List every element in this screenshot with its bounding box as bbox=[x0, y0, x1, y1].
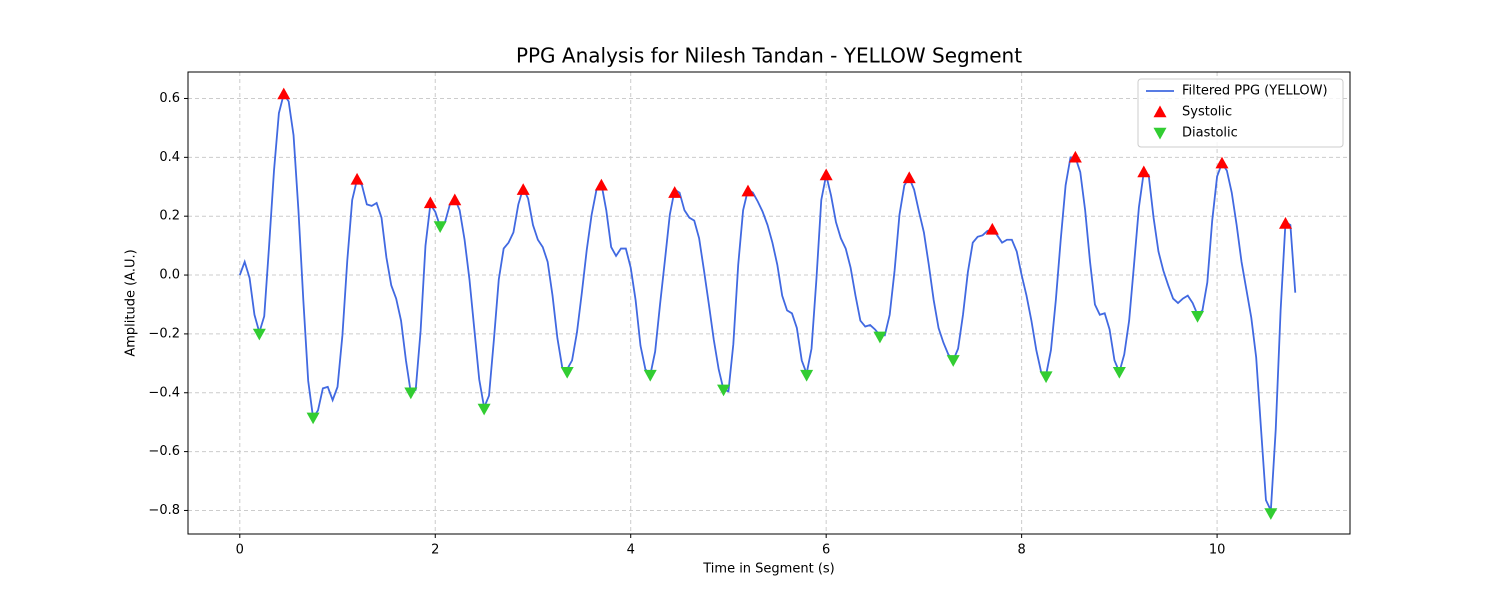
y-tick-label: 0.0 bbox=[159, 268, 180, 283]
systolic-marker bbox=[1278, 217, 1292, 229]
diastolic-marker bbox=[306, 412, 320, 425]
systolic-marker bbox=[448, 193, 462, 206]
systolic-marker bbox=[1137, 165, 1151, 178]
y-tick-label: −0.8 bbox=[148, 503, 180, 518]
y-tick-label: 0.6 bbox=[159, 91, 180, 106]
x-axis-label: Time in Segment (s) bbox=[702, 562, 834, 577]
x-tick-label: 4 bbox=[627, 543, 635, 558]
diastolic-marker bbox=[1191, 311, 1205, 323]
y-tick-label: 0.4 bbox=[159, 150, 180, 165]
systolic-marker bbox=[741, 184, 755, 197]
diastolic-marker bbox=[717, 384, 731, 397]
x-tick-label: 0 bbox=[236, 543, 244, 558]
legend-marker bbox=[1153, 105, 1167, 118]
systolic-marker bbox=[277, 87, 291, 100]
chart-title: PPG Analysis for Nilesh Tandan - YELLOW … bbox=[516, 44, 1022, 68]
y-tick-label: −0.6 bbox=[148, 444, 180, 459]
diastolic-marker bbox=[946, 355, 960, 367]
x-tick-label: 8 bbox=[1017, 543, 1025, 558]
systolic-marker bbox=[423, 196, 437, 209]
diastolic-marker bbox=[252, 328, 266, 341]
diastolic-marker bbox=[873, 331, 887, 344]
legend-label: Diastolic bbox=[1182, 126, 1238, 141]
legend-label: Filtered PPG (YELLOW) bbox=[1182, 84, 1328, 99]
x-tick-label: 2 bbox=[431, 543, 439, 558]
legend-label: Systolic bbox=[1182, 105, 1232, 120]
diastolic-marker bbox=[560, 366, 574, 379]
plot-frame bbox=[187, 71, 1351, 535]
y-tick-label: −0.2 bbox=[148, 326, 180, 341]
diastolic-marker bbox=[477, 403, 491, 416]
diastolic-marker bbox=[404, 387, 418, 400]
x-tick-label: 6 bbox=[822, 543, 830, 558]
x-tick-label: 10 bbox=[1209, 543, 1226, 558]
systolic-marker bbox=[516, 183, 530, 195]
systolic-marker bbox=[350, 172, 364, 185]
systolic-marker bbox=[985, 222, 999, 235]
diastolic-marker bbox=[800, 369, 814, 382]
diastolic-marker bbox=[1039, 371, 1053, 384]
diastolic-marker bbox=[433, 221, 447, 233]
systolic-marker bbox=[819, 168, 833, 181]
systolic-marker bbox=[594, 178, 608, 191]
systolic-marker bbox=[902, 171, 916, 184]
systolic-marker bbox=[1215, 156, 1229, 169]
y-axis-label: Amplitude (A.U.) bbox=[124, 249, 139, 356]
legend-box bbox=[1137, 78, 1344, 148]
signal-line bbox=[238, 91, 1297, 511]
diastolic-marker bbox=[643, 369, 657, 382]
y-tick-label: 0.2 bbox=[159, 209, 180, 224]
systolic-marker bbox=[668, 186, 682, 198]
y-tick-label: −0.4 bbox=[148, 385, 180, 400]
diastolic-marker bbox=[1264, 508, 1278, 520]
diastolic-marker bbox=[1112, 366, 1126, 379]
legend-marker bbox=[1153, 127, 1167, 140]
systolic-marker bbox=[1068, 150, 1082, 163]
